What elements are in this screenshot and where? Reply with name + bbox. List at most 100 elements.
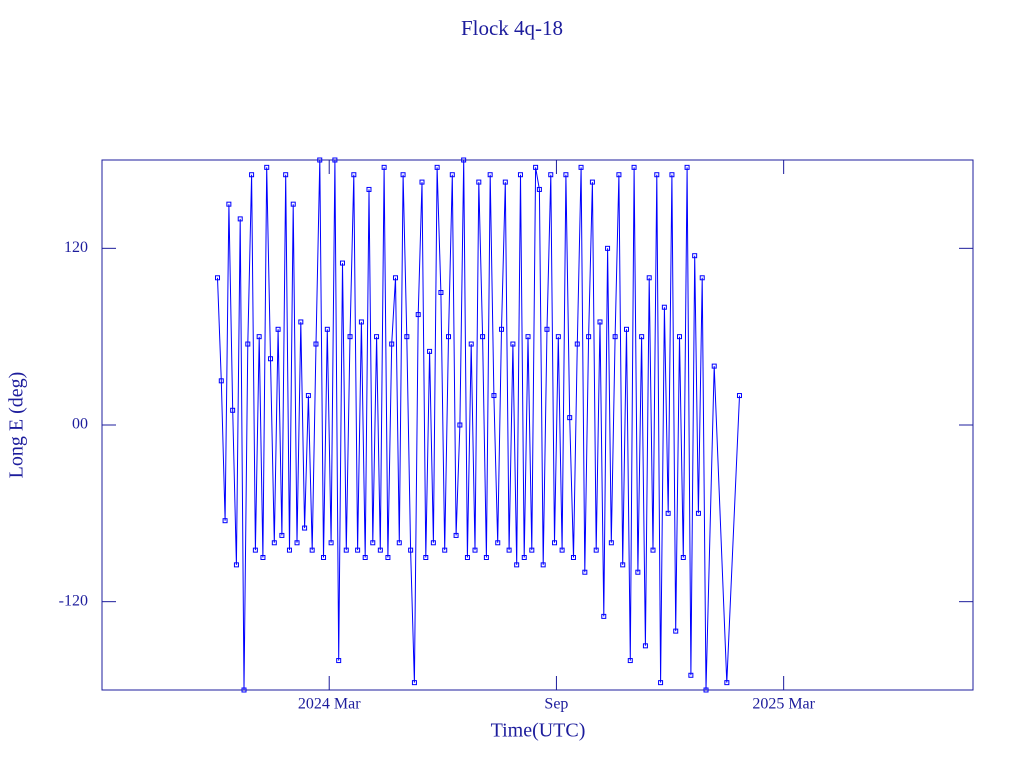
data-point	[317, 157, 323, 163]
data-point	[627, 658, 633, 664]
data-point	[286, 547, 292, 553]
data-point	[275, 326, 281, 332]
data-point	[608, 540, 614, 546]
data-point	[510, 341, 516, 347]
data-point	[430, 540, 436, 546]
data-point	[279, 532, 285, 538]
data-point	[347, 334, 353, 340]
data-point	[684, 164, 690, 170]
data-point	[453, 532, 459, 538]
data-point	[222, 518, 228, 524]
data-point	[472, 547, 478, 553]
data-point	[328, 540, 334, 546]
data-point	[593, 547, 599, 553]
data-point	[589, 179, 595, 185]
x-axis-label: Time(UTC)	[491, 720, 586, 742]
data-point	[271, 540, 277, 546]
data-point	[658, 680, 664, 686]
data-point	[268, 356, 274, 362]
data-point	[597, 319, 603, 325]
data-point	[358, 319, 364, 325]
data-point	[457, 422, 463, 428]
data-point	[680, 555, 686, 560]
data-point	[616, 172, 622, 178]
data-point	[631, 164, 637, 170]
data-point	[517, 172, 523, 178]
data-point	[423, 555, 429, 560]
data-point	[499, 326, 505, 332]
data-point	[495, 540, 501, 546]
data-point	[218, 378, 224, 384]
x-tick-label: 2024 Mar	[298, 696, 361, 713]
data-point	[298, 319, 304, 325]
data-point	[525, 334, 531, 340]
data-point	[446, 334, 452, 340]
data-point	[567, 415, 573, 421]
data-point	[612, 334, 618, 340]
x-tick-label: 2025 Mar	[752, 696, 815, 713]
data-point	[699, 275, 705, 281]
data-point	[582, 569, 588, 575]
data-point	[392, 275, 398, 281]
data-point	[355, 547, 361, 553]
data-point	[374, 334, 380, 340]
data-point	[385, 555, 391, 560]
data-point	[438, 290, 444, 295]
data-point	[623, 326, 629, 332]
data-point	[249, 172, 255, 178]
data-point	[302, 525, 308, 531]
data-point	[605, 245, 611, 251]
data-point	[669, 172, 675, 178]
data-point	[574, 341, 580, 347]
data-point	[226, 201, 232, 207]
data-point	[476, 179, 482, 185]
data-point	[555, 334, 561, 340]
data-point	[464, 555, 470, 560]
data-point	[215, 275, 221, 281]
data-point	[381, 164, 387, 170]
data-point	[362, 555, 368, 560]
data-point	[313, 341, 319, 347]
data-point	[521, 555, 527, 560]
data-point	[703, 687, 709, 693]
data-point	[635, 569, 641, 575]
y-tick-label: -120	[59, 592, 88, 609]
data-point	[552, 540, 558, 546]
data-point	[677, 334, 683, 340]
data-point	[559, 547, 565, 553]
data-point	[544, 326, 550, 332]
data-point	[377, 547, 383, 553]
data-point	[260, 555, 266, 560]
data-point	[389, 341, 395, 347]
data-point	[661, 304, 667, 310]
data-point	[408, 547, 414, 553]
data-point	[411, 680, 417, 686]
data-point	[639, 334, 645, 340]
data-point	[665, 510, 671, 516]
data-point	[233, 562, 239, 568]
data-point	[434, 164, 440, 170]
data-point	[646, 275, 652, 281]
data-point	[336, 658, 342, 664]
data-point	[404, 334, 410, 340]
data-point	[264, 164, 270, 170]
data-point	[309, 547, 315, 553]
data-point	[419, 179, 425, 185]
data-point	[332, 157, 338, 163]
data-point	[620, 562, 626, 568]
data-point	[529, 547, 535, 553]
data-point	[502, 179, 508, 185]
data-point	[711, 363, 717, 369]
data-point	[294, 540, 300, 546]
data-point	[654, 172, 660, 178]
y-axis-label: Long E (deg)	[6, 372, 28, 479]
data-point	[688, 672, 694, 678]
data-point	[415, 312, 421, 318]
data-point	[480, 334, 486, 340]
data-point	[487, 172, 493, 178]
data-point	[570, 555, 576, 560]
data-point	[692, 253, 698, 259]
data-point	[736, 393, 742, 399]
